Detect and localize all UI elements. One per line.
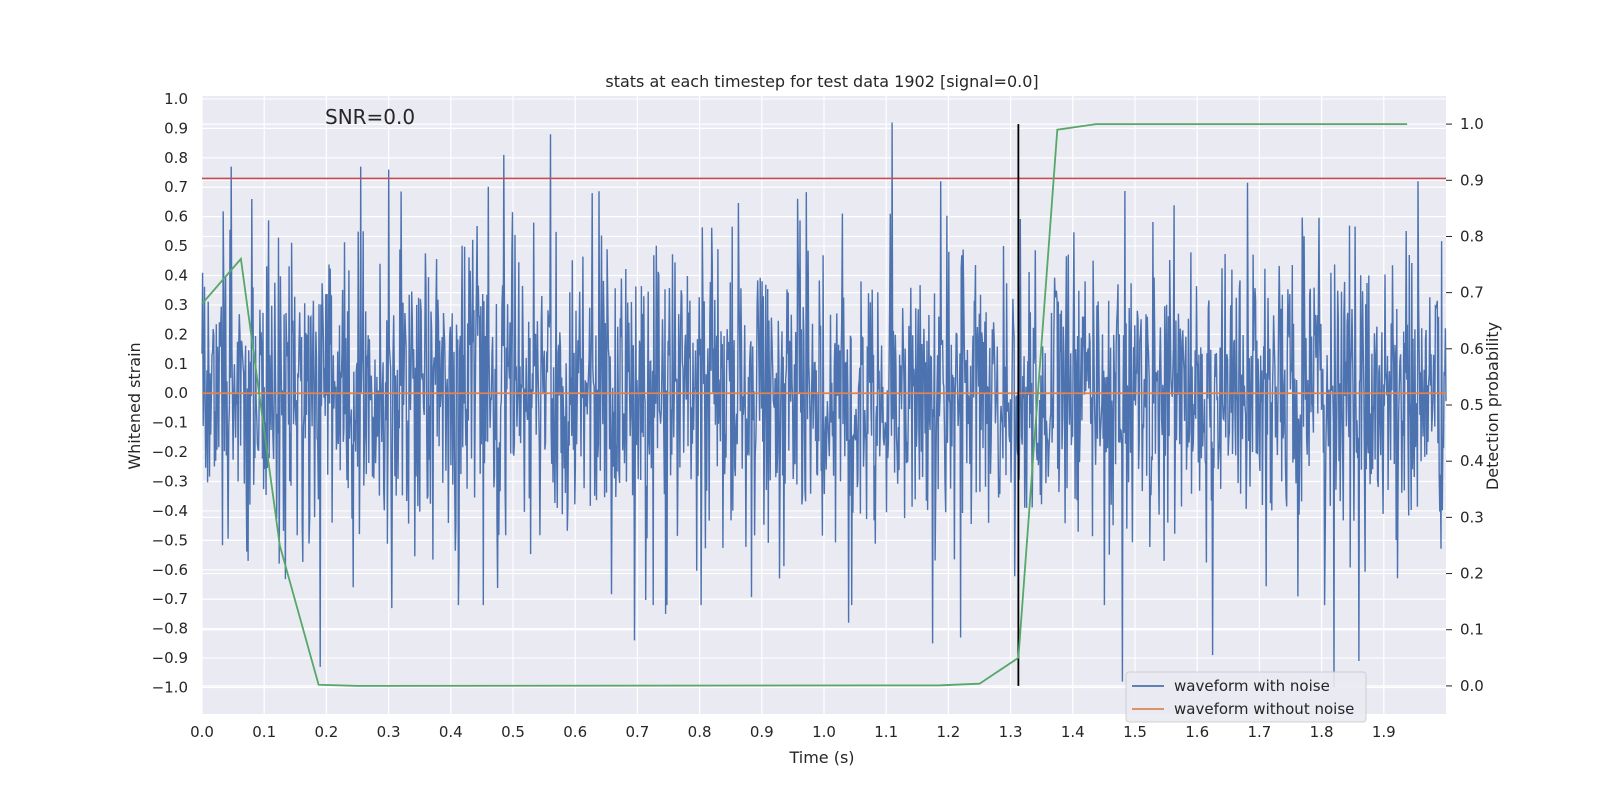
series-layer [201,122,1447,688]
x-tick-label: 0.8 [688,723,712,741]
y-tick-label: 0.6 [164,208,188,226]
y-tick-label: −0.9 [152,649,188,667]
y-tick-label: 0.9 [164,119,188,137]
y2-tick-label: 0.8 [1460,227,1484,245]
axes: 0.0 0.1 0.2 0.3 0.4 0.5 0.6 0.7 0.8 0.9 1.0 1.1 1.2 1… [152,90,1484,741]
x-tick-label: 0.0 [190,723,214,741]
legend-label-waveform-with-noise: waveform with noise [1174,677,1330,695]
series-detection-probability [201,123,1408,687]
chart-title: stats at each timestep for test data 190… [605,72,1038,91]
x-tick-label: 1.2 [936,723,960,741]
y-tick-label: 1.0 [164,90,188,108]
y2-tick-label: 1.0 [1460,115,1484,133]
y-tick-label: −0.1 [152,414,188,432]
x-tick-label: 1.3 [999,723,1023,741]
x-tick-label: 0.3 [377,723,401,741]
x-tick-label: 0.7 [625,723,649,741]
y2-tick-label: 0.5 [1460,396,1484,414]
y2-tick-label: 0.7 [1460,284,1484,302]
y2-axis-label: Detection probability [1483,322,1502,490]
y-tick-label: −0.3 [152,473,188,491]
y-axis-label: Whitened strain [125,342,144,469]
x-tick-label: 1.7 [1247,723,1271,741]
x-tick-label: 1.8 [1310,723,1334,741]
x-tick-label: 0.5 [501,723,525,741]
legend-box [1125,671,1367,723]
y-tick-label: 0.3 [164,296,188,314]
y-tick-label: −0.4 [152,502,188,520]
y2-tick-label: 0.2 [1460,565,1484,583]
y-tick-label: 0.0 [164,384,188,402]
x-tick-label: 0.4 [439,723,463,741]
x-tick-label: 0.9 [750,723,774,741]
y2-tick-label: 0.3 [1460,508,1484,526]
y-tick-label: 0.2 [164,325,188,343]
x-tick-label: 0.6 [563,723,587,741]
y-tick-label: 0.5 [164,237,188,255]
x-tick-label: 1.6 [1185,723,1209,741]
y-tick-label: 0.8 [164,149,188,167]
y2-tick-label: 0.0 [1460,677,1484,695]
y2-tick-label: 0.1 [1460,621,1484,639]
x-tick-label: 0.2 [314,723,338,741]
series-waveform-with-noise [201,122,1447,688]
x-tick-label: 0.1 [252,723,276,741]
x-tick-label: 1.5 [1123,723,1147,741]
x-axis-label: Time (s) [788,748,854,767]
x-tick-label: 1.4 [1061,723,1085,741]
y-tick-label: −0.8 [152,620,188,638]
overlay-layer [201,123,1446,687]
x-tick-label: 1.0 [812,723,836,741]
y2-tick-label: 0.4 [1460,452,1484,470]
x-tick-label: 1.1 [874,723,898,741]
legend: waveform with noise waveform without noi… [1125,671,1367,723]
y-tick-label: −0.2 [152,443,188,461]
y-tick-label: 0.4 [164,267,188,285]
snr-annotation: SNR=0.0 [325,105,415,129]
y-tick-label: −0.5 [152,531,188,549]
y-tick-label: −1.0 [152,679,188,697]
y2-tick-label: 0.6 [1460,340,1484,358]
legend-label-waveform-without-noise: waveform without noise [1174,700,1354,718]
x-tick-label: 1.9 [1372,723,1396,741]
y-tick-label: −0.6 [152,561,188,579]
y-tick-label: 0.1 [164,355,188,373]
y2-tick-label: 0.9 [1460,171,1484,189]
y-tick-label: −0.7 [152,590,188,608]
y-tick-label: 0.7 [164,178,188,196]
